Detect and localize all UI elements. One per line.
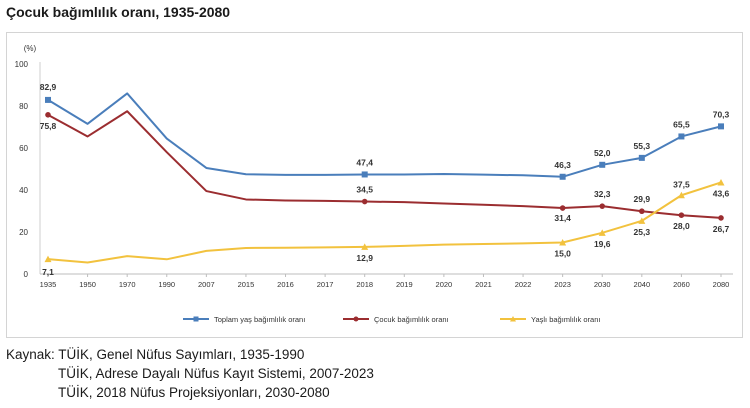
data-label: 25,3: [634, 227, 651, 237]
data-label: 34,5: [356, 185, 373, 195]
series-marker-3: [677, 191, 685, 199]
y-tick-label: 100: [15, 60, 29, 69]
data-label: 70,3: [713, 109, 730, 119]
data-label: 29,9: [634, 194, 651, 204]
x-tick-label: 1990: [158, 280, 175, 289]
data-label: 37,5: [673, 179, 690, 189]
series-marker-1: [45, 96, 51, 103]
x-tick-label: 2016: [277, 280, 294, 289]
data-label: 19,6: [594, 239, 611, 249]
series-marker-1: [361, 171, 368, 178]
data-label: 32,3: [594, 189, 611, 199]
series-marker-3: [717, 178, 725, 186]
data-label: 52,0: [594, 148, 611, 158]
series-line-3: [47, 181, 722, 264]
data-label: 15,0: [554, 249, 571, 259]
y-tick-label: 40: [19, 186, 28, 195]
data-label: 43,6: [713, 188, 730, 198]
data-label: 7,1: [42, 267, 54, 277]
x-tick-label: 2019: [396, 280, 413, 289]
x-tick-label: 1950: [79, 280, 96, 289]
series-marker-3: [559, 239, 567, 246]
legend-label-3: Yaşlı bağımlılık oranı: [531, 315, 600, 324]
series-line-2: [47, 110, 722, 219]
series-marker-2: [639, 208, 645, 215]
chart-frame: [6, 32, 743, 338]
data-label: 82,9: [40, 82, 57, 92]
x-tick-label: 2040: [633, 280, 650, 289]
source-prefix: Kaynak:: [6, 347, 55, 362]
data-label: 47,4: [356, 157, 373, 167]
series-marker-2: [718, 215, 724, 221]
data-label: 55,3: [634, 141, 651, 151]
source-line-3: TÜİK, 2018 Nüfus Projeksiyonları, 2030-2…: [58, 385, 330, 400]
data-label: 65,5: [673, 119, 690, 129]
x-tick-label: 1935: [40, 280, 57, 289]
series-marker-2: [599, 203, 606, 209]
y-tick-label: 20: [19, 228, 28, 237]
x-tick-label: 2060: [673, 280, 690, 289]
data-label: 46,3: [554, 160, 571, 170]
x-tick-label: 2020: [436, 280, 453, 289]
series-marker-3: [361, 243, 369, 250]
data-label: 12,9: [356, 253, 373, 263]
legend-label-2: Çocuk bağımlılık oranı: [374, 315, 449, 324]
y-tick-label: 60: [19, 144, 28, 153]
series-marker-2: [678, 212, 685, 218]
series-line-1: [47, 92, 722, 178]
series-marker-2: [559, 205, 566, 211]
series-marker-3: [44, 255, 52, 263]
x-tick-label: 2022: [515, 280, 532, 289]
x-tick-label: 2030: [594, 280, 611, 289]
series-marker-1: [559, 173, 566, 180]
legend-label-1: Toplam yaş bağımlılık oranı: [214, 315, 305, 324]
series-marker-1: [638, 154, 645, 161]
chart-title: Çocuk bağımlılık oranı, 1935-2080: [6, 4, 231, 20]
x-tick-label: 2080: [713, 280, 730, 289]
y-tick-label: 0: [24, 270, 29, 279]
x-tick-label: 2021: [475, 280, 492, 289]
source-line-2: TÜİK, Adrese Dayalı Nüfus Kayıt Sistemi,…: [58, 366, 374, 381]
x-tick-label: 2007: [198, 280, 215, 289]
series-marker-1: [599, 161, 606, 168]
source-text-1: TÜİK, Genel Nüfus Sayımları, 1935-1990: [58, 347, 305, 362]
legend-marker-2: [353, 316, 359, 322]
data-label: 26,7: [713, 224, 730, 234]
data-label: 28,0: [673, 221, 690, 231]
series-marker-2: [45, 112, 51, 118]
series-marker-2: [361, 198, 368, 205]
y-tick-label: 80: [19, 102, 28, 111]
source-note: Kaynak: TÜİK, Genel Nüfus Sayımları, 193…: [6, 345, 374, 402]
data-label: 31,4: [554, 213, 571, 223]
x-tick-label: 2015: [238, 280, 255, 289]
series-marker-1: [678, 133, 685, 140]
data-label: 75,8: [40, 121, 57, 131]
source-line-1: Kaynak: TÜİK, Genel Nüfus Sayımları, 193…: [6, 345, 374, 364]
x-tick-label: 2023: [554, 280, 571, 289]
legend-marker-3: [510, 316, 516, 322]
legend-marker-1: [193, 316, 199, 322]
x-tick-label: 2018: [356, 280, 373, 289]
x-tick-label: 1970: [119, 280, 136, 289]
x-tick-label: 2017: [317, 280, 334, 289]
series-marker-3: [598, 229, 606, 236]
series-marker-1: [718, 123, 724, 130]
series-marker-3: [638, 217, 646, 224]
y-unit-label: (%): [24, 44, 37, 53]
